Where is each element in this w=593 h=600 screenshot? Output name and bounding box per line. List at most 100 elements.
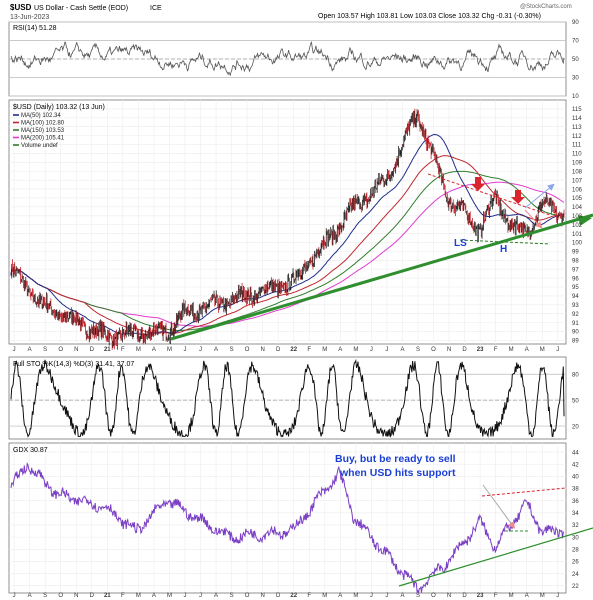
- y-tick-label: 108: [572, 169, 583, 175]
- x-tick-label: J: [199, 347, 202, 353]
- y-tick-label: 70: [572, 39, 579, 45]
- x-tick-label: A: [400, 593, 404, 599]
- x-tick-label: 23: [477, 347, 484, 353]
- x-tick-label: J: [556, 593, 559, 599]
- x-tick-label: J: [385, 593, 388, 599]
- resistance-line: [427, 173, 551, 216]
- legend-entry: MA(200) 105.41: [21, 136, 65, 142]
- y-tick-label: 107: [572, 178, 583, 184]
- x-tick-label: J: [183, 593, 186, 599]
- y-tick-label: 102: [572, 223, 583, 229]
- y-tick-label: 22: [572, 584, 579, 590]
- y-tick-label: 95: [572, 285, 579, 291]
- y-tick-label: 112: [572, 134, 582, 140]
- x-tick-label: D: [276, 347, 281, 353]
- x-tick-label: D: [90, 593, 95, 599]
- gdx-line: [10, 461, 565, 595]
- x-tick-label: F: [494, 593, 498, 599]
- gdx-y-axis: 44 42 40 38 36 34 32 30 28 26 24 22: [572, 450, 579, 590]
- y-tick-label: 110: [572, 152, 582, 158]
- sto-k-line: [10, 358, 565, 438]
- ls-label: LS: [454, 238, 467, 249]
- support-arrow-icon: [578, 215, 592, 226]
- x-tick-label: F: [307, 347, 311, 353]
- y-tick-label: 30: [572, 76, 579, 82]
- x-tick-label: M: [167, 593, 172, 599]
- y-tick-label: 90: [572, 20, 579, 26]
- y-tick-label: 34: [572, 511, 579, 517]
- x-tick-label: A: [525, 593, 529, 599]
- y-tick-label: 114: [572, 116, 582, 122]
- y-tick-label: 92: [572, 312, 579, 318]
- y-tick-label: 96: [572, 276, 579, 282]
- x-tick-label: J: [13, 347, 16, 353]
- y-tick-label: 32: [572, 523, 579, 529]
- y-tick-label: 44: [572, 450, 579, 456]
- rsi-label: RSI(14) 51.28: [13, 25, 57, 32]
- x-tick-label: J: [199, 593, 202, 599]
- x-tick-label: F: [121, 347, 125, 353]
- gdx-callout-line-1: Buy, but be ready to sell: [335, 453, 456, 465]
- x-tick-label: J: [370, 593, 373, 599]
- support-trendline: [170, 213, 593, 341]
- x-axis: J J A A S S O O N N D D 21 21 F F M M A A M M J J J J A A S S O O N N D D 22…: [13, 347, 560, 599]
- legend-entry: MA(50) 102.34: [21, 113, 61, 119]
- x-tick-label: A: [214, 347, 218, 353]
- y-tick-label: 100: [572, 241, 583, 247]
- neckline: [459, 239, 551, 245]
- x-tick-label: N: [447, 593, 451, 599]
- y-tick-label: 115: [572, 107, 582, 113]
- price-y-axis: 115 114 113 112 111 110 109 108 107 106 105 104 103 1…: [572, 107, 583, 345]
- x-tick-label: M: [322, 347, 327, 353]
- down-arrow-icon-2-head: [511, 197, 525, 204]
- sto-y-axis: 80 50 20: [572, 372, 579, 430]
- x-tick-label: S: [230, 593, 234, 599]
- y-tick-label: 24: [572, 572, 579, 578]
- gdx-callout-line-2: when USD hits support: [339, 467, 456, 479]
- x-tick-label: J: [385, 347, 388, 353]
- x-tick-label: O: [431, 347, 436, 353]
- exchange: ICE: [150, 5, 162, 12]
- down-arrow-icon-1: [475, 177, 481, 184]
- grid-lines: [9, 21, 566, 593]
- y-tick-label: 97: [572, 267, 579, 273]
- x-tick-label: N: [260, 593, 264, 599]
- rsi-line: [10, 41, 565, 76]
- legend-entry: MA(100) 102.80: [21, 121, 65, 127]
- x-tick-label: N: [447, 347, 451, 353]
- x-tick-label: A: [400, 347, 404, 353]
- x-tick-label: M: [509, 593, 514, 599]
- x-tick-label: 22: [290, 593, 297, 599]
- x-tick-label: J: [13, 593, 16, 599]
- x-tick-label: O: [58, 593, 63, 599]
- chart-header: $USD US Dollar - Cash Settle (EOD) ICE 1…: [10, 3, 572, 21]
- gdx-resistance-line: [481, 487, 567, 497]
- x-tick-label: M: [322, 593, 327, 599]
- x-tick-label: A: [525, 347, 529, 353]
- x-tick-label: 21: [104, 347, 111, 353]
- x-tick-label: M: [353, 593, 358, 599]
- y-tick-label: 42: [572, 462, 579, 468]
- bullish-arrow-icon: [524, 183, 555, 209]
- y-tick-label: 26: [572, 560, 579, 566]
- x-tick-label: M: [136, 593, 141, 599]
- rsi-series-group: [10, 41, 565, 76]
- sto-label: Full STO %K(14,3) %D(3) 31.41, 37.07: [13, 361, 134, 368]
- y-tick-label: 10: [572, 94, 579, 100]
- x-tick-label: D: [462, 347, 467, 353]
- gdx-callout-arrow-icon: [482, 484, 516, 529]
- x-tick-label: N: [74, 593, 78, 599]
- y-tick-label: 89: [572, 339, 579, 345]
- gdx-annotations: Buy, but be ready to sell when USD hits …: [335, 453, 593, 587]
- y-tick-label: 90: [572, 330, 579, 336]
- x-tick-label: F: [121, 593, 125, 599]
- x-tick-label: A: [152, 593, 156, 599]
- x-tick-label: S: [416, 347, 420, 353]
- x-tick-label: D: [90, 347, 95, 353]
- y-tick-label: 38: [572, 487, 579, 493]
- y-tick-label: 93: [572, 303, 579, 309]
- symbol: $USD: [10, 3, 32, 12]
- down-arrow-icon-1-head: [471, 184, 485, 191]
- y-tick-label: 109: [572, 161, 583, 167]
